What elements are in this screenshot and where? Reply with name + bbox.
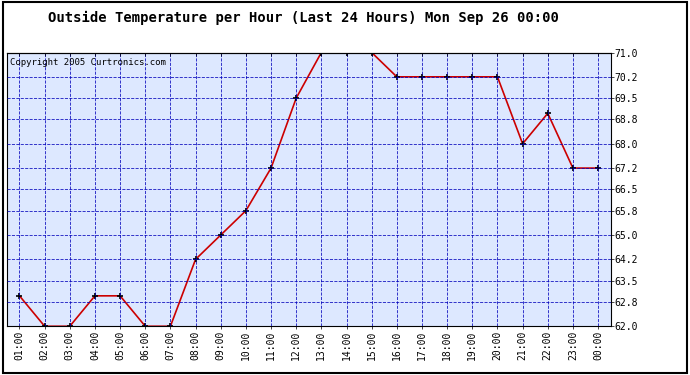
- Text: Copyright 2005 Curtronics.com: Copyright 2005 Curtronics.com: [10, 58, 166, 67]
- Text: Outside Temperature per Hour (Last 24 Hours) Mon Sep 26 00:00: Outside Temperature per Hour (Last 24 Ho…: [48, 11, 559, 26]
